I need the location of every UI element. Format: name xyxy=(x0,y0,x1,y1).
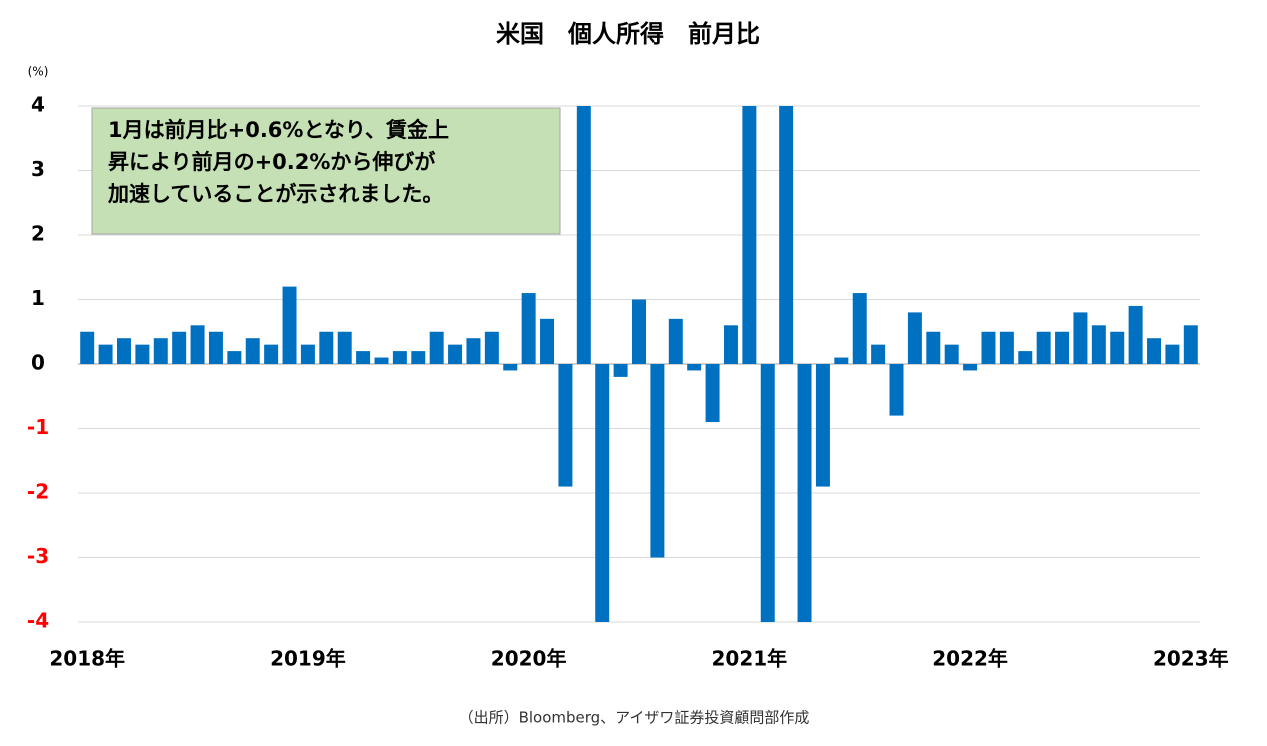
bar xyxy=(1073,312,1088,364)
bar xyxy=(632,299,646,364)
bar xyxy=(264,344,279,364)
bar xyxy=(1018,351,1033,364)
y-tick-label: -2 xyxy=(27,480,49,504)
bar xyxy=(208,331,223,364)
bar xyxy=(687,364,702,371)
bar xyxy=(742,106,757,364)
bar xyxy=(779,106,794,364)
bar xyxy=(429,331,444,364)
bar xyxy=(907,312,922,364)
x-tick-label: 2021年 xyxy=(712,647,788,671)
bar xyxy=(300,344,315,364)
x-tick-label: 2019年 xyxy=(270,647,346,671)
bar xyxy=(484,331,499,364)
bar xyxy=(540,318,555,364)
bar xyxy=(871,344,886,364)
bar xyxy=(227,351,242,364)
bar xyxy=(116,338,131,364)
bar xyxy=(448,344,463,364)
chart-title: 米国 個人所得 前月比 xyxy=(496,20,760,48)
bar xyxy=(337,331,352,364)
bar xyxy=(981,331,996,364)
annotation-text: 加速していることが示されました。 xyxy=(107,182,443,206)
bar xyxy=(889,364,904,416)
bar xyxy=(926,331,941,364)
bar xyxy=(411,351,426,364)
bar xyxy=(999,331,1014,364)
bar xyxy=(392,351,407,364)
bar xyxy=(319,331,334,364)
bar xyxy=(135,344,150,364)
y-tick-label: -3 xyxy=(27,544,49,568)
bar xyxy=(576,106,591,364)
bar xyxy=(1147,338,1162,364)
bar xyxy=(245,338,260,364)
annotation-text: 昇により前月の+0.2%から伸びが xyxy=(108,150,435,174)
bar xyxy=(80,331,95,364)
bar xyxy=(613,364,628,377)
source: （出所）Bloomberg、アイザワ証券投資顧問部作成 xyxy=(459,709,810,727)
bar xyxy=(1183,325,1198,364)
bar xyxy=(172,331,187,364)
bar xyxy=(595,364,610,622)
bar xyxy=(963,364,978,371)
x-tick-label: 2018年 xyxy=(49,647,125,671)
bar xyxy=(503,364,518,371)
bar xyxy=(558,364,573,487)
y-tick-label: 0 xyxy=(31,351,45,375)
annotation-box xyxy=(91,107,561,235)
bar xyxy=(466,338,481,364)
y-tick-label: 4 xyxy=(31,93,45,117)
bar xyxy=(1110,331,1125,364)
bar xyxy=(1091,325,1106,364)
bar xyxy=(815,364,830,487)
bar xyxy=(1165,344,1180,364)
unit-label: (%) xyxy=(28,65,49,79)
bar xyxy=(705,364,720,423)
bar xyxy=(1128,305,1143,364)
bar xyxy=(521,293,536,364)
x-tick-label: 2020年 xyxy=(491,647,567,671)
bar xyxy=(668,318,683,364)
annotation-text: 1月は前月比+0.6%となり、賃金上 xyxy=(108,118,449,142)
y-tick-label: -4 xyxy=(27,609,49,633)
bar xyxy=(852,293,867,364)
bar xyxy=(723,325,738,364)
y-tick-label: 3 xyxy=(31,157,45,181)
y-tick-label: 1 xyxy=(31,286,45,310)
bar xyxy=(98,344,113,364)
bar xyxy=(760,364,775,622)
bar xyxy=(797,364,812,622)
y-tick-label: 2 xyxy=(31,222,45,246)
bar xyxy=(1055,331,1070,364)
x-tick-label: 2023年 xyxy=(1153,647,1229,671)
bar xyxy=(944,344,959,364)
x-tick-label: 2022年 xyxy=(932,647,1008,671)
bar xyxy=(374,357,389,364)
bar xyxy=(282,286,297,364)
bar xyxy=(153,338,168,364)
y-tick-label: -1 xyxy=(27,415,49,439)
bar xyxy=(834,357,849,364)
bar xyxy=(190,325,205,364)
bar xyxy=(356,351,371,364)
bar xyxy=(650,364,665,558)
bar xyxy=(1036,331,1051,364)
